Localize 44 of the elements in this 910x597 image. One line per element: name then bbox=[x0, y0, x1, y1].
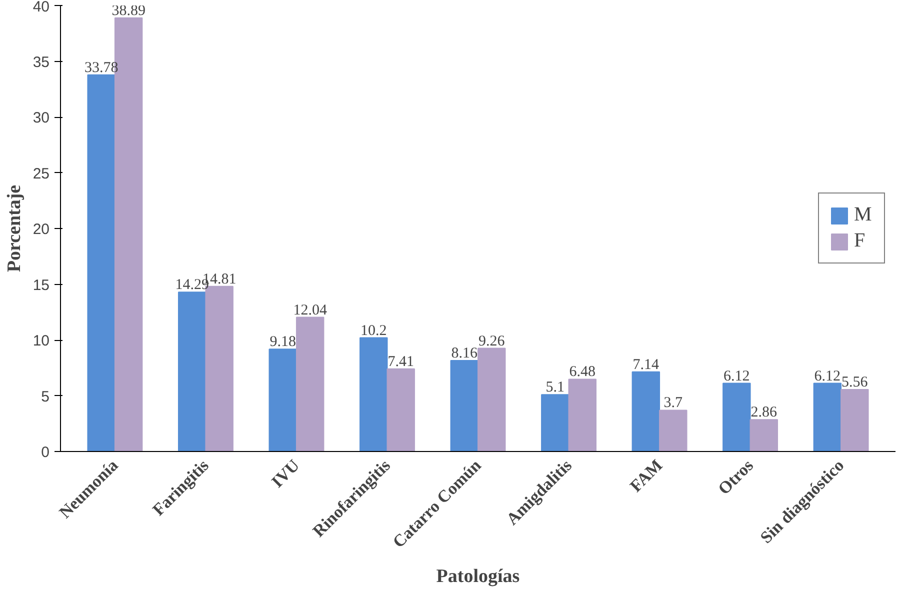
y-tick-label: 25 bbox=[32, 165, 50, 182]
bar bbox=[296, 316, 324, 452]
legend-label: F bbox=[854, 230, 866, 252]
bar bbox=[840, 389, 869, 452]
x-axis-title: Patologías bbox=[436, 566, 520, 588]
bar bbox=[659, 410, 688, 452]
bar bbox=[268, 348, 297, 452]
data-label: 6.48 bbox=[569, 364, 596, 380]
bar bbox=[360, 337, 388, 452]
bar bbox=[478, 348, 506, 452]
data-label: 33.78 bbox=[84, 60, 118, 76]
y-tick-label: 10 bbox=[32, 332, 50, 350]
bar bbox=[450, 360, 478, 452]
bar bbox=[178, 292, 206, 452]
data-label: 10.2 bbox=[360, 322, 387, 339]
y-tick-label: 35 bbox=[32, 54, 50, 71]
y-tick-label: 20 bbox=[32, 221, 50, 238]
data-label: 7.14 bbox=[632, 356, 660, 373]
data-label: 9.18 bbox=[270, 334, 296, 350]
data-label: 6.12 bbox=[814, 368, 841, 384]
data-label: 8.16 bbox=[451, 346, 478, 362]
bar bbox=[87, 74, 116, 452]
legend-label: M bbox=[854, 204, 873, 226]
bar bbox=[568, 378, 596, 452]
bar bbox=[750, 419, 778, 452]
y-axis-title: Porcentaje bbox=[4, 184, 25, 272]
bar bbox=[722, 382, 751, 452]
bar bbox=[632, 371, 660, 452]
data-label: 3.7 bbox=[664, 395, 684, 412]
data-label: 9.26 bbox=[478, 333, 506, 350]
bar bbox=[386, 368, 415, 452]
data-label: 2.86 bbox=[750, 404, 778, 421]
data-label: 6.12 bbox=[724, 368, 750, 384]
bar bbox=[541, 394, 570, 452]
bar bbox=[813, 382, 842, 452]
y-tick-label: 30 bbox=[32, 110, 50, 126]
data-label: 7.41 bbox=[388, 354, 414, 370]
data-label: 5.56 bbox=[842, 374, 868, 391]
y-tick-label: 15 bbox=[32, 276, 50, 294]
data-label: 12.04 bbox=[293, 302, 328, 318]
y-tick-label: 0 bbox=[41, 444, 50, 461]
y-tick-label: 40 bbox=[32, 0, 50, 16]
data-label: 5.1 bbox=[546, 380, 565, 396]
y-tick-label: 5 bbox=[41, 388, 50, 406]
